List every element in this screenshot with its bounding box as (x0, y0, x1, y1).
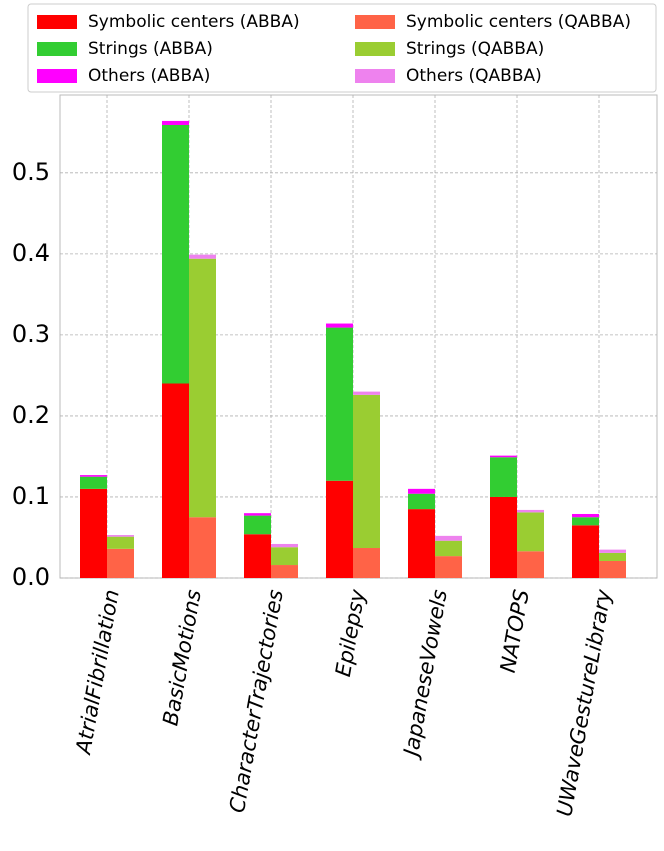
bar (572, 517, 599, 526)
bar (271, 565, 298, 578)
bar (572, 525, 599, 578)
bar (162, 124, 189, 384)
bar (326, 327, 353, 481)
bar (408, 493, 435, 510)
bar (80, 475, 107, 477)
bar (162, 383, 189, 578)
bar (271, 543, 298, 548)
legend-box (27, 3, 657, 93)
bar (435, 535, 462, 541)
bar (353, 394, 380, 549)
y-tick-label: 0.3 (12, 320, 50, 348)
y-tick-label: 0.5 (12, 158, 50, 186)
bar (162, 120, 189, 125)
legend-label: Symbolic centers (ABBA) (88, 12, 300, 32)
bar (517, 512, 544, 552)
bar (435, 556, 462, 578)
legend-label: Strings (ABBA) (88, 39, 213, 59)
bar (599, 549, 626, 553)
bar (244, 515, 271, 535)
x-tick-label: BasicMotions (158, 588, 206, 728)
x-tick-label: UWaveGestureLibrary (552, 587, 616, 818)
bar (490, 455, 517, 458)
bar (244, 534, 271, 578)
legend-swatch (355, 69, 395, 83)
bar (326, 480, 353, 578)
bar (353, 391, 380, 395)
x-tick-label: AtrialFibrillation (71, 588, 124, 758)
bar (517, 551, 544, 578)
legend-swatch (37, 42, 77, 56)
y-tick-label: 0.4 (12, 239, 50, 267)
bar (572, 513, 599, 518)
bar (353, 548, 380, 578)
x-tick-label: NATOPS (496, 588, 534, 675)
y-tick-label: 0.2 (12, 401, 50, 429)
bar (599, 560, 626, 578)
legend-swatch (355, 15, 395, 29)
bar (107, 536, 134, 549)
y-tick-label: 0.1 (12, 482, 50, 510)
y-tick-label: 0.0 (12, 563, 50, 591)
legend-label: Others (ABBA) (88, 66, 210, 86)
bar (189, 254, 216, 259)
x-tick-label: JapaneseVowels (398, 588, 452, 762)
bar (271, 547, 298, 566)
x-tick-label: Epilepsy (331, 587, 370, 678)
legend-swatch (37, 15, 77, 29)
bar (599, 552, 626, 561)
bar (408, 488, 435, 494)
bar (326, 323, 353, 328)
legend-label: Others (QABBA) (406, 66, 542, 86)
legend-swatch (355, 42, 395, 56)
bar (244, 513, 271, 516)
bar (80, 476, 107, 489)
bar (408, 509, 435, 578)
bar (490, 496, 517, 578)
legend-swatch (37, 69, 77, 83)
bar (189, 517, 216, 578)
bar (435, 540, 462, 557)
legend-label: Strings (QABBA) (406, 39, 544, 59)
bar (107, 535, 134, 537)
bar (107, 548, 134, 578)
bar (80, 488, 107, 578)
bar (517, 509, 544, 513)
bar (189, 258, 216, 518)
bar (490, 457, 517, 497)
legend-label: Symbolic centers (QABBA) (406, 12, 631, 32)
x-tick-label: CharacterTrajectories (225, 588, 288, 815)
